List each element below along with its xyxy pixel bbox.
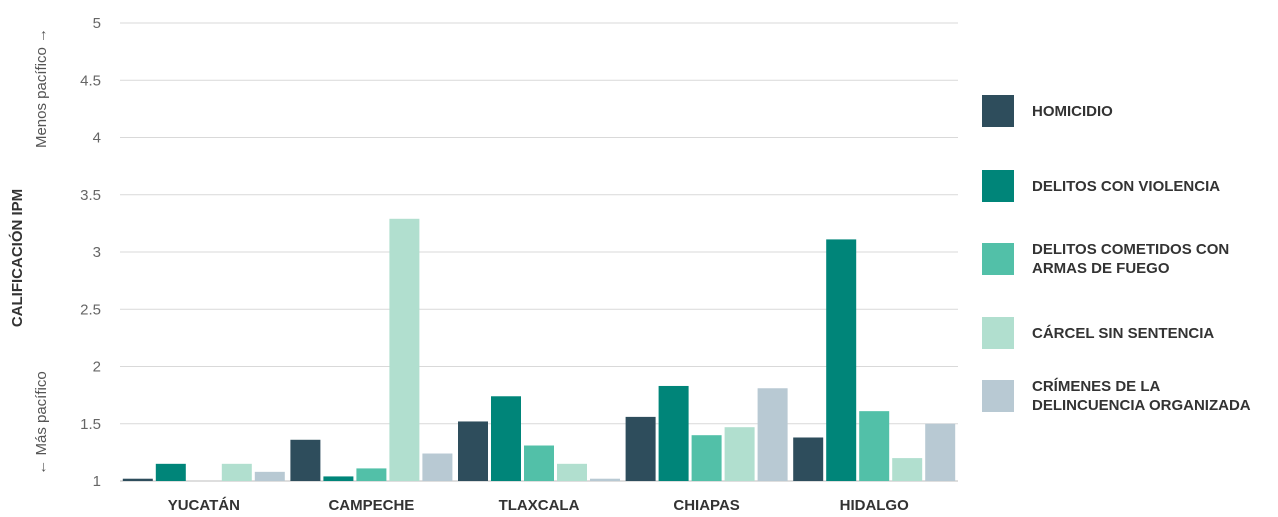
legend-swatch [982, 317, 1014, 349]
y-tick-labels: 1 1.5 2 2.5 3 3.5 4 4.5 5 [80, 15, 101, 490]
legend-item: HOMICIDIO [982, 95, 1272, 127]
category-label: HIDALGO [840, 497, 909, 514]
bar [254, 471, 285, 481]
y-tick-label: 3.5 [80, 187, 101, 204]
bar [389, 218, 420, 482]
bar [925, 423, 956, 481]
y-tick-label: 2 [93, 359, 101, 376]
bar [859, 411, 890, 481]
legend-swatch [982, 170, 1014, 202]
y-axis-label-top: Menos pacífico → [33, 28, 50, 148]
y-tick-label: 4.5 [80, 72, 101, 89]
bar [724, 427, 755, 481]
y-tick-label: 1 [93, 473, 101, 490]
bar [491, 396, 521, 481]
legend-label: DELITOS CON VIOLENCIA [1032, 177, 1221, 195]
y-tick-label: 3 [93, 244, 101, 261]
bar [290, 439, 321, 481]
legend-swatch [982, 380, 1014, 412]
bar [155, 463, 186, 481]
legend-item: DELITOS CON VIOLENCIA [982, 170, 1272, 202]
bar [892, 458, 923, 481]
bar [458, 421, 488, 481]
category-label: TLAXCALA [499, 497, 580, 514]
bar [422, 453, 453, 481]
bar [323, 476, 354, 481]
category-label: CHIAPAS [673, 497, 739, 514]
y-axis-label-bottom: ← Más pacífico [33, 371, 50, 474]
y-tick-label: 4 [93, 130, 101, 147]
legend-item: CÁRCEL SIN SENTENCIA [982, 317, 1272, 349]
bar [625, 416, 656, 481]
bar [221, 463, 252, 481]
bar [826, 239, 857, 481]
bar [356, 468, 387, 481]
bar [557, 463, 587, 481]
y-tick-label: 1.5 [80, 416, 101, 433]
bar [590, 478, 620, 481]
legend-label: CRÍMENES DE LA DELINCUENCIA ORGANIZADA [1032, 378, 1251, 414]
bar [793, 437, 824, 481]
bars [122, 218, 956, 482]
legend-label: DELITOS COMETIDOS CON ARMAS DE FUEGO [1032, 241, 1230, 277]
legend-item: DELITOS COMETIDOS CON ARMAS DE FUEGO [982, 240, 1272, 278]
legend-swatch [982, 95, 1014, 127]
gridlines [120, 22, 958, 482]
y-tick-label: 2.5 [80, 301, 101, 318]
bar [524, 445, 554, 481]
category-label: YUCATÁN [168, 497, 240, 514]
bar [658, 385, 689, 481]
legend-label: HOMICIDIO [1032, 102, 1113, 120]
category-labels: YUCATÁN CAMPECHE TLAXCALA CHIAPAS HIDALGO [168, 497, 909, 514]
y-tick-label: 5 [93, 15, 101, 32]
y-axis-label: CALIFICACIÓN IPM [8, 189, 26, 327]
legend-item: CRÍMENES DE LA DELINCUENCIA ORGANIZADA [982, 377, 1272, 415]
bar [757, 388, 788, 481]
bar [691, 435, 722, 481]
legend-label: CÁRCEL SIN SENTENCIA [1032, 324, 1215, 342]
legend-swatch [982, 243, 1014, 275]
bar [122, 478, 153, 481]
category-label: CAMPECHE [328, 497, 414, 514]
